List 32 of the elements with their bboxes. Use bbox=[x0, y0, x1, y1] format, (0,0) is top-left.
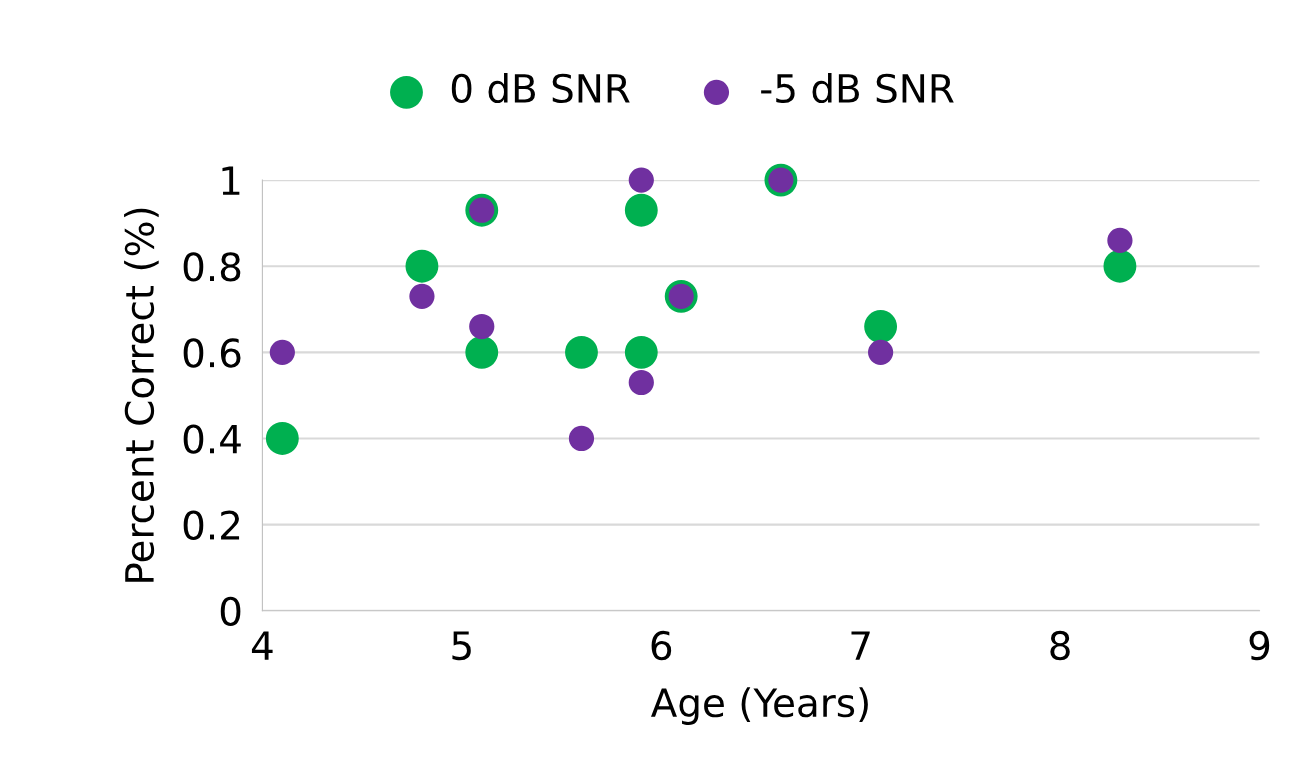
point bbox=[469, 313, 495, 340]
point bbox=[465, 335, 499, 369]
point bbox=[565, 335, 598, 369]
x-tick-label: 5 bbox=[452, 631, 471, 661]
point bbox=[624, 335, 658, 369]
point bbox=[864, 310, 898, 343]
x-tick-label: 7 bbox=[851, 631, 870, 660]
y-tick-label: 0.6 bbox=[183, 338, 241, 368]
point bbox=[1107, 227, 1133, 253]
y-tick-label: 0 bbox=[220, 596, 241, 627]
x-tick-label: 8 bbox=[1050, 630, 1070, 661]
point bbox=[1103, 249, 1137, 283]
legend-label: -5 dB SNR bbox=[761, 73, 954, 104]
point bbox=[628, 369, 654, 396]
point bbox=[628, 167, 654, 193]
y-tick-label: 0.2 bbox=[183, 510, 240, 540]
point bbox=[269, 339, 295, 365]
x-tick-label: 4 bbox=[251, 631, 273, 660]
point bbox=[568, 425, 595, 452]
y-tick-label: 1 bbox=[222, 166, 240, 195]
legend-label: 0 dB SNR bbox=[451, 73, 630, 104]
x-tick-label: 9 bbox=[1249, 630, 1270, 661]
y-axis-title: Percent Correct (%) bbox=[124, 208, 159, 582]
x-tick-label: 6 bbox=[651, 630, 672, 661]
point bbox=[409, 283, 435, 309]
point bbox=[624, 193, 658, 227]
y-tick-label: 0.4 bbox=[183, 424, 241, 454]
point bbox=[405, 249, 439, 283]
y-tick-label: 0.8 bbox=[183, 252, 241, 282]
x-axis-title: Age (Years) bbox=[651, 687, 868, 725]
point bbox=[868, 339, 894, 365]
point bbox=[265, 422, 299, 455]
